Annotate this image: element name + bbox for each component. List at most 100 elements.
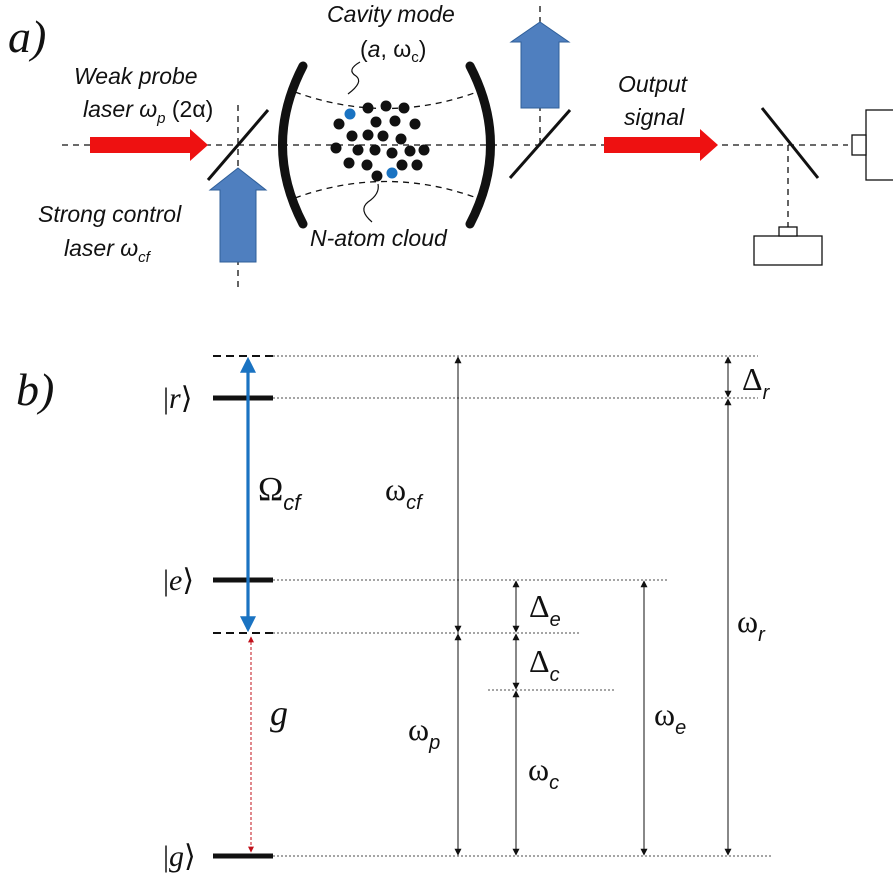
delta-c-label: Δc	[529, 643, 560, 686]
atom	[404, 145, 416, 157]
atom	[362, 129, 374, 141]
state-r: r	[169, 382, 181, 415]
atom	[362, 102, 374, 114]
atom-cloud-label: N-atom cloud	[310, 225, 448, 251]
atom	[346, 130, 358, 142]
delta-e-label: Δe	[529, 588, 561, 631]
w-r-sub: r	[758, 624, 766, 646]
cm-sub: c	[411, 49, 419, 66]
atom	[411, 159, 423, 171]
w-cf-label: ωcf	[385, 471, 424, 514]
probe-laser-arrow	[90, 129, 208, 161]
atom	[377, 130, 389, 142]
beamsplitter-output	[508, 109, 572, 179]
w-c-sub: c	[549, 772, 559, 794]
omega-cf-sub: cf	[283, 490, 303, 515]
cavity-mode-label: Cavity mode	[327, 1, 455, 27]
atom	[371, 170, 383, 182]
sc-sub: cf	[138, 249, 152, 266]
delta-e-sub: e	[550, 609, 561, 631]
delta-c-sub: c	[550, 664, 560, 686]
w-c-main: ω	[528, 751, 549, 787]
cavity-mode-bottom	[294, 180, 478, 199]
atom	[418, 144, 430, 156]
atom	[333, 118, 345, 130]
atom	[370, 116, 382, 128]
detector-bottom-window	[778, 226, 798, 237]
cm-open: (	[360, 36, 368, 62]
sc-pre: laser ω	[64, 235, 138, 261]
w-e-label: ωe	[654, 696, 686, 739]
wp-pre: laser ω	[83, 96, 157, 122]
atom	[352, 144, 364, 156]
w-r-main: ω	[737, 603, 758, 639]
atom-special	[386, 167, 398, 179]
w-c-label: ωc	[528, 751, 559, 794]
state-e-label: |e⟩	[163, 564, 194, 597]
panel-a: a)	[8, 1, 893, 288]
state-r-label: |r⟩	[163, 382, 192, 415]
cavity-mode-variables: (a, ωc)	[360, 36, 426, 66]
atom	[380, 100, 392, 112]
atom	[386, 147, 398, 159]
signal-label: signal	[624, 104, 685, 130]
beamsplitter-detection	[760, 107, 820, 179]
w-e-sub: e	[675, 717, 686, 739]
wp-sub: p	[156, 110, 165, 127]
strong-control-label: Strong control	[38, 201, 182, 227]
cavity-mode-pointer	[347, 61, 361, 95]
beamsplitter-input	[206, 109, 270, 181]
atom	[330, 142, 342, 154]
state-g: g	[169, 840, 184, 873]
w-cf-sub: cf	[406, 492, 424, 514]
w-p-sub: p	[428, 732, 440, 754]
g-label: g	[270, 693, 288, 733]
cavity-mirror-right	[465, 61, 495, 229]
cavity-mirror-left	[278, 61, 308, 229]
atom	[398, 102, 410, 114]
panel-a-label: a)	[8, 11, 46, 62]
w-e-main: ω	[654, 696, 675, 732]
weak-probe-label: Weak probe	[74, 63, 198, 89]
detector-right	[865, 109, 893, 181]
state-e: e	[169, 564, 182, 597]
atom	[343, 157, 355, 169]
delta-r-label: Δr	[742, 361, 771, 404]
atom-cloud	[330, 100, 430, 182]
atom	[361, 159, 373, 171]
cm-a: a	[368, 36, 381, 62]
wp-post: (2α)	[166, 96, 214, 122]
atom	[395, 133, 407, 145]
delta-r-sub: r	[763, 382, 771, 404]
panel-b: b) |r⟩ |e⟩ |g⟩ Ωcf g ωcf ωp Δe Δc	[16, 355, 772, 873]
w-p-label: ωp	[408, 711, 440, 754]
omega-cf-main: Ω	[258, 471, 283, 508]
omega-cf-label: Ωcf	[258, 471, 303, 515]
atom-cloud-pointer	[363, 183, 379, 223]
state-g-label: |g⟩	[163, 840, 196, 873]
panel-b-label: b)	[16, 364, 54, 415]
detector-right-window	[851, 134, 867, 156]
output-label: Output	[618, 71, 689, 97]
w-cf-main: ω	[385, 471, 406, 507]
strong-control-freq: laser ωcf	[64, 235, 152, 266]
atom	[389, 115, 401, 127]
detector-bottom	[753, 235, 823, 266]
atom-special	[344, 108, 356, 120]
w-p-main: ω	[408, 711, 429, 747]
atom	[396, 159, 408, 171]
cm-close: )	[419, 36, 427, 62]
weak-probe-freq: laser ωp (2α)	[83, 96, 213, 127]
delta-e-main: Δ	[529, 588, 550, 624]
atom	[369, 144, 381, 156]
delta-c-main: Δ	[529, 643, 550, 679]
atom	[409, 118, 421, 130]
output-signal-arrow	[604, 129, 718, 161]
cm-sep: , ω	[380, 36, 411, 62]
output-control-arrow	[509, 21, 571, 109]
w-r-label: ωr	[737, 603, 766, 646]
delta-r-main: Δ	[742, 361, 763, 397]
control-laser-arrow	[208, 167, 268, 263]
